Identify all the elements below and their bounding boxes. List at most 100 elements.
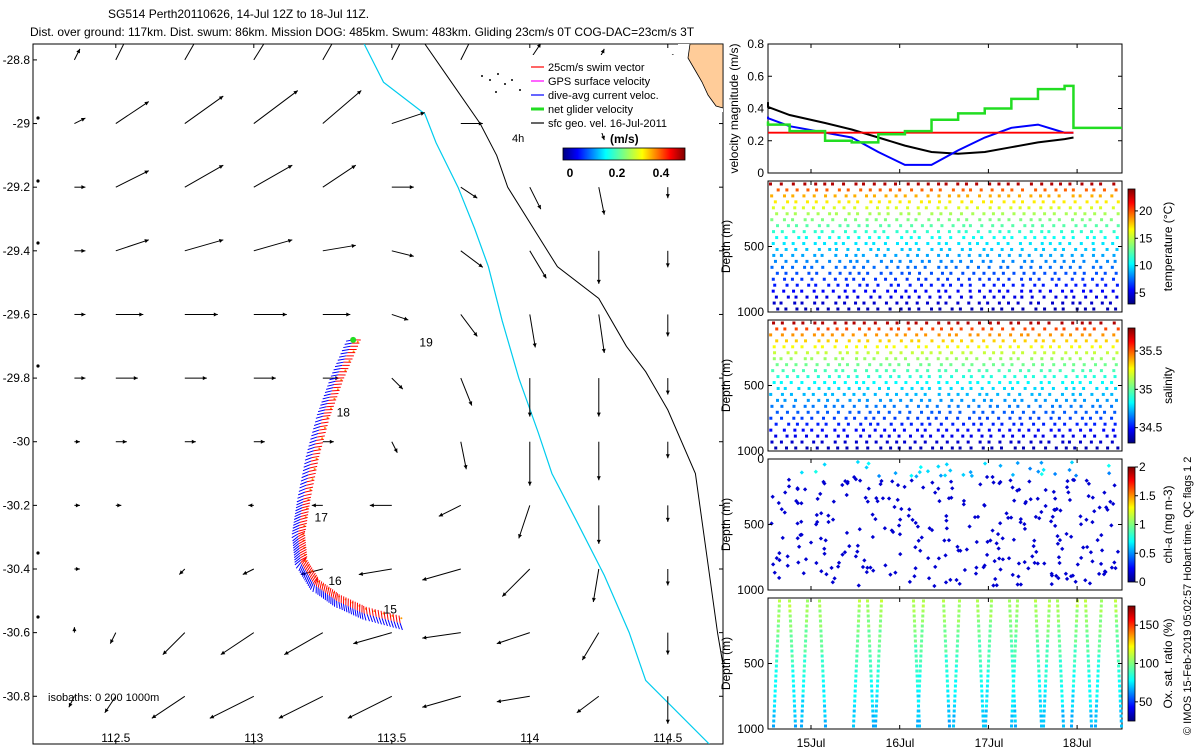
profile-point (806, 375, 809, 378)
profile-point (1058, 635, 1061, 638)
profile-point (805, 260, 808, 263)
profile-point (1089, 322, 1092, 325)
profile-point (770, 441, 773, 444)
profile-point (938, 387, 941, 390)
profile-point (865, 405, 868, 408)
profile-point (955, 670, 958, 673)
profile-point (1095, 700, 1098, 703)
profile-point (774, 680, 777, 683)
profile-point (780, 302, 783, 305)
profile-point (1064, 351, 1067, 354)
profile-point (972, 236, 975, 239)
profile-point (802, 429, 805, 432)
profile-point (855, 381, 858, 384)
profile-point (937, 302, 940, 305)
profile-point (868, 635, 871, 638)
profile-point (844, 441, 847, 444)
profile-point (947, 705, 950, 708)
profile-point (970, 387, 973, 390)
profile-point (887, 248, 890, 251)
profile-point (813, 322, 816, 325)
profile-point (990, 610, 993, 613)
profile-point (968, 417, 971, 420)
profile-point (1065, 399, 1068, 402)
profile-point (835, 266, 838, 269)
profile-point (1065, 387, 1068, 390)
profile-point (816, 351, 819, 354)
profile-point (1114, 308, 1117, 311)
profile-point (783, 429, 786, 432)
profile-point (1011, 695, 1014, 698)
profile-point (841, 369, 844, 372)
profile-point (1081, 417, 1084, 420)
profile-point (1013, 665, 1016, 668)
profile-point (825, 435, 828, 438)
profile-point (980, 224, 983, 227)
profile-point (1039, 405, 1042, 408)
profile-point (945, 660, 948, 663)
profile-point (1071, 254, 1074, 257)
profile-point (965, 357, 968, 360)
profile-point (1011, 387, 1014, 390)
profile-point (930, 272, 933, 275)
profile-point (869, 660, 872, 663)
profile-point (949, 212, 952, 215)
profile-point (1017, 302, 1020, 305)
profile-point (883, 405, 886, 408)
profile-point (794, 248, 797, 251)
profile-point (1096, 284, 1099, 287)
profile-point (1052, 387, 1055, 390)
profile-point (1011, 411, 1014, 414)
profile-point (920, 423, 923, 426)
colorbar-tick-label: 0.5 (1139, 546, 1156, 560)
profile-point (802, 685, 805, 688)
profile-point (1011, 705, 1014, 708)
profile-point (996, 405, 999, 408)
profile-point (1013, 710, 1016, 713)
profile-point (1087, 655, 1090, 658)
profile-point (970, 296, 973, 299)
profile-point (1101, 278, 1104, 281)
profile-point (1047, 615, 1050, 618)
profile-point (949, 284, 952, 287)
profile-point (1023, 327, 1026, 330)
profile-point (1099, 405, 1102, 408)
profile-point (828, 248, 831, 251)
profile-point (1098, 635, 1101, 638)
profile-point (801, 322, 804, 325)
profile-point (797, 236, 800, 239)
profile-point (921, 625, 924, 628)
profile-point (1010, 715, 1013, 718)
profile-point (919, 363, 922, 366)
profile-point (845, 278, 848, 281)
profile-point (937, 183, 940, 186)
profile-point (1080, 183, 1083, 186)
profile-point (1115, 296, 1118, 299)
profile-point (879, 224, 882, 227)
profile-point (836, 399, 839, 402)
profile-point (1083, 272, 1086, 275)
profile-point (997, 278, 1000, 281)
profile-point (1093, 375, 1096, 378)
profile-point (789, 615, 792, 618)
profile-point (984, 725, 987, 728)
profile-point (1120, 715, 1123, 718)
profile-point (805, 327, 808, 330)
profile-point (1044, 675, 1047, 678)
profile-point (1009, 620, 1012, 623)
profile-point (1051, 278, 1054, 281)
profile-point (772, 206, 775, 209)
profile-point (1007, 183, 1010, 186)
profile-point (1057, 620, 1060, 623)
profile-point (983, 296, 986, 299)
profile-point (1035, 625, 1038, 628)
profile-point (1056, 610, 1059, 613)
profile-point (784, 308, 787, 311)
profile-point (975, 183, 978, 186)
profile-point (1070, 725, 1073, 728)
profile-point (969, 248, 972, 251)
profile-point (1033, 212, 1036, 215)
profile-point (857, 615, 860, 618)
profile-point (819, 625, 822, 628)
